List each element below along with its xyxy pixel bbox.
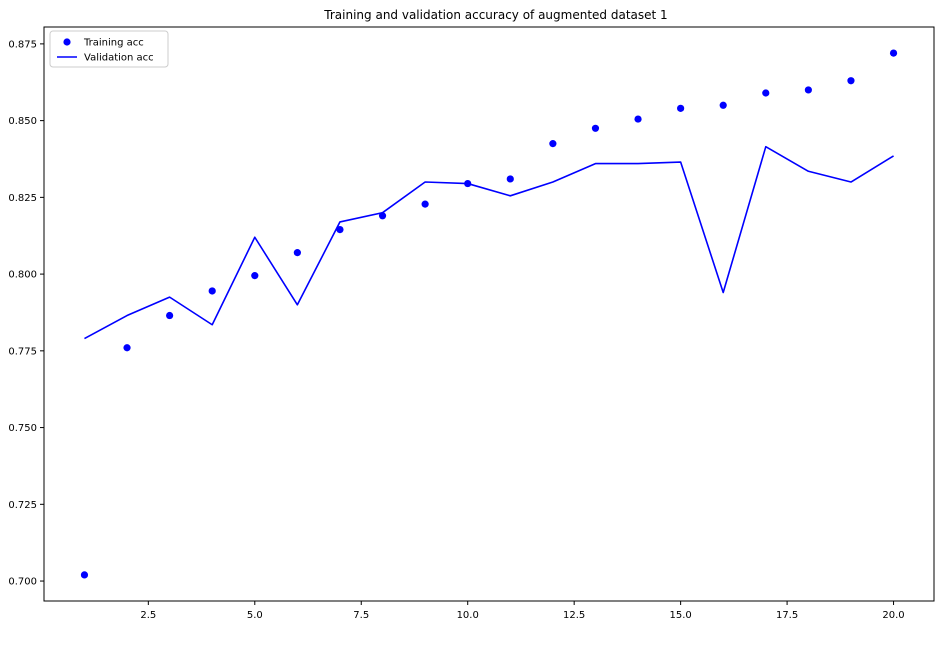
training-acc-point	[208, 287, 216, 295]
x-tick-label: 17.5	[776, 610, 798, 621]
training-acc-point	[634, 115, 642, 123]
y-tick-label: 0.750	[8, 423, 37, 434]
training-acc-point	[293, 249, 301, 257]
training-acc-point	[719, 101, 727, 109]
legend-label: Training acc	[83, 38, 144, 49]
training-acc-point	[506, 175, 514, 183]
legend-box	[49, 30, 169, 68]
y-tick-label: 0.800	[8, 270, 37, 281]
training-acc-point	[591, 124, 600, 132]
y-tick-label: 0.825	[8, 193, 37, 204]
training-acc-point	[378, 212, 387, 220]
training-acc-point	[847, 77, 855, 85]
training-acc-point	[80, 571, 89, 579]
x-tick-label: 10.0	[457, 610, 479, 621]
validation-acc-line	[84, 145, 894, 340]
x-tick-label: 2.5	[140, 610, 156, 621]
y-tick-label: 0.775	[8, 346, 37, 357]
x-tick-label: 12.5	[563, 610, 585, 621]
training-acc-point	[123, 344, 131, 352]
training-acc-point	[677, 104, 685, 112]
y-tick-label: 0.700	[8, 577, 37, 588]
x-tick-label: 20.0	[882, 610, 904, 621]
y-tick-label: 0.725	[8, 500, 37, 511]
plot-area: 0.700 0.725 0.750 0.775 0.800 0.825 0.850 0.875…	[8, 26, 935, 621]
training-acc-point	[889, 49, 898, 57]
x-tick-label: 15.0	[669, 610, 691, 621]
y-tick-label: 0.875	[8, 39, 37, 50]
legend: Training acc Validation acc	[49, 30, 169, 68]
legend-label: Validation acc	[84, 53, 154, 64]
training-acc-point	[804, 86, 812, 94]
y-tick-label: 0.850	[8, 116, 37, 127]
chart-title: Training and validation accuracy of augm…	[323, 8, 667, 22]
training-acc-point	[251, 272, 259, 280]
training-acc-point	[762, 89, 770, 97]
x-tick-label: 7.5	[353, 610, 369, 621]
x-tick-label: 5.0	[247, 610, 263, 621]
training-acc-point	[549, 140, 557, 148]
legend-marker-swatch	[63, 38, 71, 46]
plot-frame	[43, 26, 935, 602]
training-acc-point	[421, 200, 429, 208]
training-acc-point	[336, 225, 344, 234]
training-acc-point	[166, 311, 174, 320]
